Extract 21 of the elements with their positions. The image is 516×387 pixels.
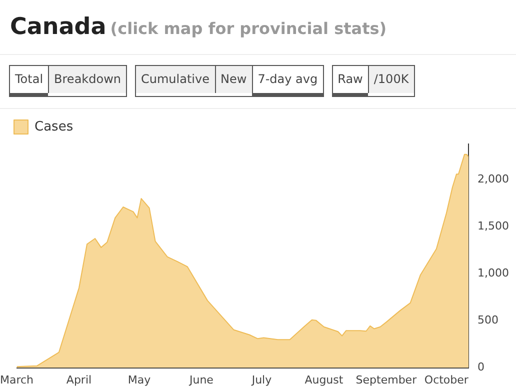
- x-tick-label: October: [424, 373, 469, 386]
- x-tick-label: April: [66, 373, 92, 386]
- chart-title: Canada: [10, 14, 106, 40]
- y-tick-label: 1,500: [478, 220, 510, 233]
- y-tick-label: 1,000: [478, 266, 510, 280]
- chart-subtitle: (click map for provincial stats): [110, 19, 387, 38]
- toggle-button[interactable]: Breakdown: [48, 66, 126, 93]
- toggle-button[interactable]: New: [214, 66, 252, 93]
- x-tick-label: May: [128, 373, 152, 386]
- x-tick-label: July: [250, 373, 272, 386]
- x-tick-label: June: [188, 373, 214, 386]
- legend-label: Cases: [34, 119, 74, 134]
- y-tick-label: 500: [478, 314, 499, 327]
- x-tick-label: March: [0, 373, 34, 386]
- toggle-button[interactable]: /100K: [368, 66, 414, 93]
- toggle-button[interactable]: Cumulative: [136, 66, 214, 93]
- x-tick-label: September: [356, 373, 418, 386]
- x-tick-label: August: [304, 373, 344, 386]
- y-tick-label: 2,000: [478, 172, 510, 186]
- y-tick-label: 0: [478, 360, 485, 374]
- toggle-button[interactable]: 7-day avg: [252, 66, 323, 96]
